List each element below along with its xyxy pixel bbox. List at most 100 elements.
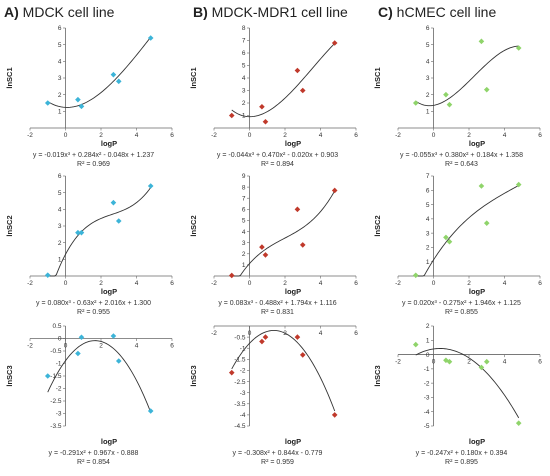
y-tick-label: -4.5 (234, 423, 246, 430)
x-tick-label: -2 (27, 132, 33, 139)
data-point (147, 408, 154, 414)
y-tick-label: 4 (58, 59, 62, 66)
data-point (443, 91, 449, 98)
y-axis-label: lnSC1 (373, 67, 382, 88)
y-tick-label: -1.5 (50, 373, 62, 380)
x-tick-label: 0 (248, 280, 252, 287)
r-squared-label: R² = 0.855 (445, 309, 478, 316)
trendline (415, 348, 520, 419)
y-axis-label: lnSC2 (5, 215, 14, 236)
y-tick-label: 3 (58, 223, 62, 230)
x-tick-label: 2 (99, 343, 103, 350)
y-tick-label: 6 (426, 187, 430, 194)
x-tick-label: 2 (283, 280, 287, 287)
y-tick-label: 5 (58, 190, 62, 197)
x-tick-label: 4 (503, 132, 507, 139)
x-tick-label: 2 (467, 280, 471, 287)
data-point (228, 369, 235, 376)
y-tick-label: 5 (426, 202, 430, 209)
chart-svg: -2 0 2 4 6 1 2 3 4 5 6 7 lnSC2 logP (373, 173, 542, 296)
x-tick-label: 4 (135, 132, 139, 139)
y-tick-label: -0.5 (234, 334, 246, 341)
y-tick-label: 0 (58, 336, 62, 343)
chart-svg: -2 0 2 4 6 1 2 3 4 5 6 7 8 9 lnSC2 logP (189, 173, 358, 296)
y-tick-label: 1 (242, 262, 246, 269)
y-tick-label: -2.5 (234, 379, 246, 386)
data-point (44, 373, 51, 379)
x-tick-label: -2 (395, 132, 401, 139)
r-squared-label: R² = 0.955 (77, 309, 110, 316)
y-tick-label: -3 (240, 390, 246, 397)
data-point (294, 334, 301, 340)
x-tick-label: 4 (503, 280, 507, 287)
x-tick-label: 0 (64, 280, 68, 287)
x-axis-label: logP (285, 139, 301, 148)
y-tick-label: -0.5 (50, 348, 62, 355)
trendline (415, 45, 519, 107)
x-tick-label: 6 (354, 132, 358, 139)
y-tick-label: -2 (240, 368, 246, 375)
x-tick-label: 0 (64, 343, 68, 350)
y-tick-label: 3 (58, 75, 62, 82)
data-point (515, 181, 522, 188)
trendline (47, 36, 152, 108)
x-axis-label: logP (469, 437, 485, 446)
x-tick-label: 4 (135, 343, 139, 350)
chart-svg: -2 0 2 4 6 1 2 3 4 5 6 lnSC1 logP (5, 25, 174, 148)
x-tick-label: -2 (211, 132, 217, 139)
x-tick-label: 2 (467, 132, 471, 139)
y-tick-label: 2 (242, 100, 246, 107)
data-point (299, 352, 306, 358)
y-tick-label: -2 (56, 386, 62, 393)
y-tick-label: 7 (242, 38, 246, 45)
y-tick-label: 6 (242, 50, 246, 57)
data-point (515, 45, 522, 51)
x-tick-label: 4 (319, 280, 323, 287)
x-tick-label: 6 (538, 132, 542, 139)
chart-panel-hCMEC-lnSC2: -2 0 2 4 6 1 2 3 4 5 6 7 lnSC2 logP y = 0.020x³ - 0.27… (370, 170, 550, 326)
y-axis-label: lnSC2 (373, 215, 382, 236)
y-tick-label: -2.5 (50, 398, 62, 405)
equation-label: y = -0.044x³ + 0.470x² - 0.020x + 0.903 (216, 152, 339, 159)
data-point (115, 358, 122, 364)
data-point (412, 341, 419, 348)
x-axis-label: logP (101, 139, 117, 148)
x-tick-label: 6 (170, 132, 174, 139)
y-tick-label: -3.5 (234, 401, 246, 408)
data-point (44, 272, 51, 278)
r-squared-label: R² = 0.894 (261, 161, 294, 168)
x-tick-label: 6 (354, 280, 358, 287)
y-tick-label: 4 (58, 207, 62, 214)
x-tick-label: 2 (99, 280, 103, 287)
r-squared-label: R² = 0.643 (445, 161, 478, 168)
equation-label: y = -0.247x² + 0.180x + 0.394 (415, 450, 508, 457)
y-axis-label: lnSC1 (5, 67, 14, 88)
y-tick-label: 4 (426, 59, 430, 66)
x-tick-label: 4 (319, 330, 323, 337)
column-title-c: C) hCMEC cell line (378, 4, 497, 20)
y-tick-label: 3 (426, 230, 430, 237)
data-point (115, 218, 122, 224)
x-axis-label: logP (469, 139, 485, 148)
x-tick-label: 6 (538, 359, 542, 366)
y-tick-label: 2 (426, 245, 430, 252)
y-tick-label: -5 (424, 423, 430, 430)
y-tick-label: 5 (242, 63, 246, 70)
x-tick-label: 0 (432, 132, 436, 139)
data-point (478, 38, 485, 45)
data-point (228, 112, 235, 119)
data-point (294, 67, 301, 74)
data-point (483, 220, 490, 226)
chart-panel-hCMEC-lnSC3: -2 0 2 4 6 2 1 0 -1 -2 -3 -4 -5 lnSC3 logP y = -0.247x²… (370, 320, 550, 476)
chart-panel-MDCK-MDR1-lnSC2: -2 0 2 4 6 1 2 3 4 5 6 7 8 9 lnSC2 logP y = 0.083x³ - 0.… (186, 170, 369, 326)
trendline (231, 330, 336, 412)
y-tick-label: -1 (240, 345, 246, 352)
data-point (75, 96, 81, 103)
x-axis-label: logP (285, 287, 301, 296)
y-tick-label: -4 (240, 412, 246, 419)
y-tick-label: 6 (58, 173, 62, 180)
x-tick-label: 0 (248, 132, 252, 139)
x-tick-label: -2 (27, 280, 33, 287)
y-tick-label: 7 (426, 173, 430, 180)
